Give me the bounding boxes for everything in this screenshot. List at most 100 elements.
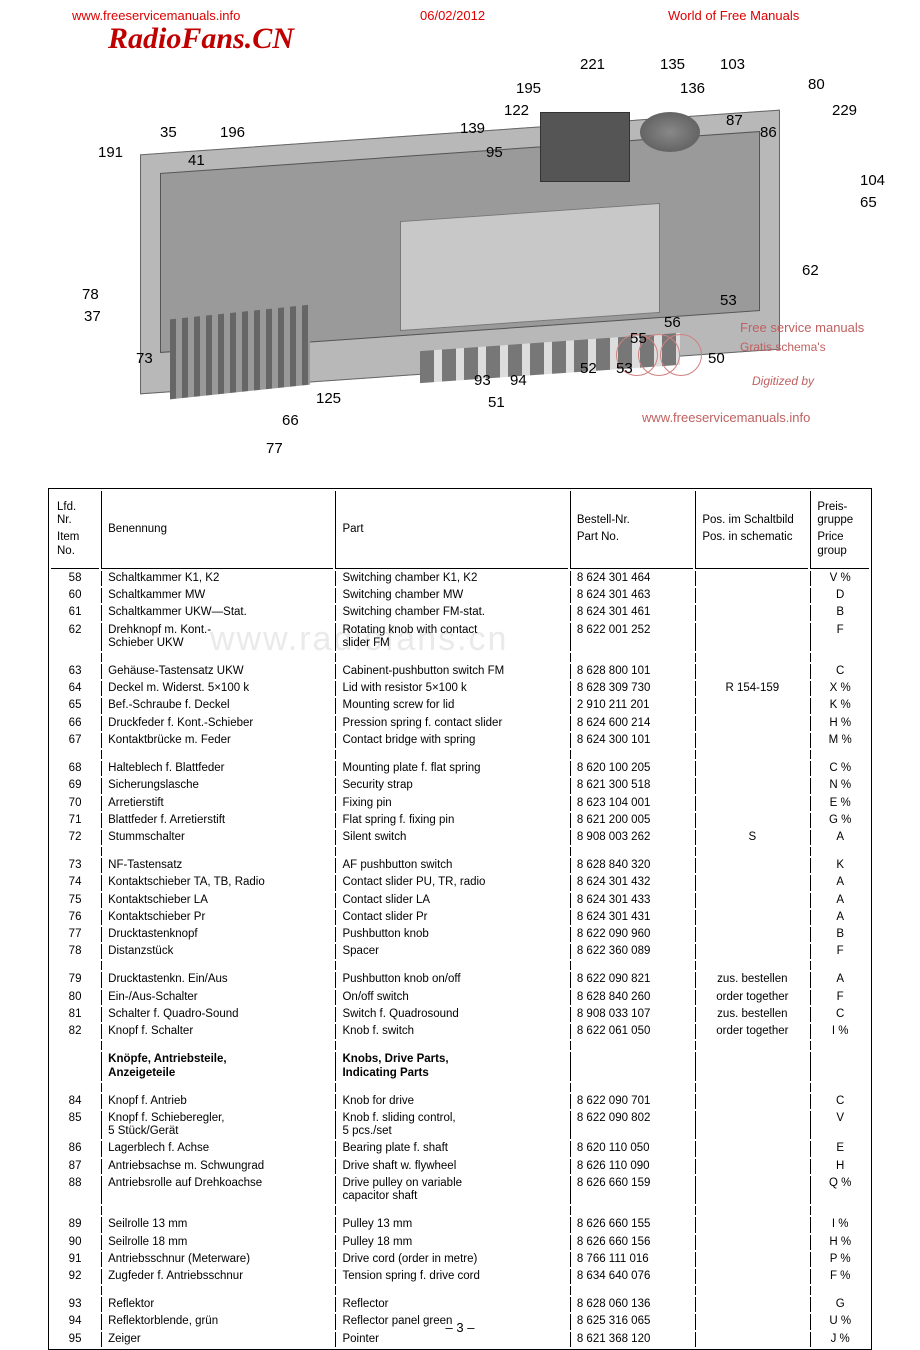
cell-benennung: Bef.-Schraube f. Deckel <box>101 698 333 713</box>
cell-part-no: 2 910 211 201 <box>570 698 694 713</box>
cell-price-group: V % <box>810 571 869 586</box>
cell-item-no: 78 <box>51 944 99 959</box>
table-row: 80Ein-/Aus-SchalterOn/off switch8 628 84… <box>51 990 869 1005</box>
cell-schematic <box>695 796 808 811</box>
cell-schematic <box>695 927 808 942</box>
cell-price-group: F <box>810 623 869 651</box>
cell-price-group: A <box>810 910 869 925</box>
cell-benennung: Knöpfe, Antriebsteile, Anzeigeteile <box>101 1052 333 1080</box>
col-header-benennung: Benennung <box>101 491 333 569</box>
cell-part: Pulley 18 mm <box>335 1235 567 1250</box>
cell-benennung: Knopf f. Antrieb <box>101 1094 333 1109</box>
cell-item-no: 58 <box>51 571 99 586</box>
cell-price-group: E <box>810 1141 869 1156</box>
cell-item-no: 65 <box>51 698 99 713</box>
cell-part: Contact slider Pr <box>335 910 567 925</box>
cell-schematic <box>695 664 808 679</box>
cell-benennung: Kontaktschieber Pr <box>101 910 333 925</box>
cell-part: Security strap <box>335 778 567 793</box>
cell-part: Drive pulley on variable capacitor shaft <box>335 1176 567 1204</box>
cell-schematic <box>695 910 808 925</box>
cell-benennung: Reflektor <box>101 1297 333 1312</box>
cell-price-group: K % <box>810 698 869 713</box>
cell-part: Lid with resistor 5×100 k <box>335 681 567 696</box>
cell-part: Contact slider PU, TR, radio <box>335 875 567 890</box>
col-header-partno: Bestell-Nr. Part No. <box>570 491 694 569</box>
table-row: 78DistanzstückSpacer8 622 360 089F <box>51 944 869 959</box>
cell-part-no: 8 624 301 461 <box>570 605 694 620</box>
table-row: 68Halteblech f. BlattfederMounting plate… <box>51 761 869 776</box>
cell-benennung: Halteblech f. Blattfeder <box>101 761 333 776</box>
table-row: 70ArretierstiftFixing pin8 623 104 001E … <box>51 796 869 811</box>
callout-122: 122 <box>504 102 529 119</box>
cell-schematic: zus. bestellen <box>695 1007 808 1022</box>
cell-schematic: R 154-159 <box>695 681 808 696</box>
cell-benennung: Distanzstück <box>101 944 333 959</box>
cell-item-no: 91 <box>51 1252 99 1267</box>
callout-37: 37 <box>84 308 101 325</box>
col-header-item-no: Lfd. Nr. Item No. <box>51 491 99 569</box>
cell-schematic: S <box>695 830 808 845</box>
cell-part: Tension spring f. drive cord <box>335 1269 567 1284</box>
callout-221: 221 <box>580 56 605 73</box>
cell-schematic <box>695 944 808 959</box>
cell-part-no: 8 621 300 518 <box>570 778 694 793</box>
cell-schematic <box>695 571 808 586</box>
cell-price-group: X % <box>810 681 869 696</box>
cell-schematic <box>695 893 808 908</box>
callout-86: 86 <box>760 124 777 141</box>
cell-price-group: F <box>810 990 869 1005</box>
cell-part-no: 8 626 110 090 <box>570 1159 694 1174</box>
cell-price-group: A <box>810 893 869 908</box>
cell-benennung: NF-Tastensatz <box>101 858 333 873</box>
cell-schematic <box>695 733 808 748</box>
cell-schematic <box>695 698 808 713</box>
cell-benennung: Seilrolle 13 mm <box>101 1217 333 1232</box>
cell-item-no <box>51 1052 99 1080</box>
stamp-line-4: www.freeservicemanuals.info <box>642 410 810 425</box>
cell-part-no: 8 624 300 101 <box>570 733 694 748</box>
brand-watermark: RadioFans.CN <box>108 22 294 56</box>
cell-benennung: Antriebsschnur (Meterware) <box>101 1252 333 1267</box>
cell-item-no: 81 <box>51 1007 99 1022</box>
diagram-heatsink <box>170 305 310 400</box>
cell-benennung: Sicherungslasche <box>101 778 333 793</box>
cell-part-no: 8 908 003 262 <box>570 830 694 845</box>
cell-part: On/off switch <box>335 990 567 1005</box>
callout-95: 95 <box>486 144 503 161</box>
callout-80: 80 <box>808 76 825 93</box>
cell-part: Reflector <box>335 1297 567 1312</box>
callout-195: 195 <box>516 80 541 97</box>
cell-benennung: Lagerblech f. Achse <box>101 1141 333 1156</box>
cell-part-no: 8 628 840 260 <box>570 990 694 1005</box>
cell-part-no: 8 626 660 155 <box>570 1217 694 1232</box>
cell-item-no: 72 <box>51 830 99 845</box>
cell-benennung: Drucktastenknopf <box>101 927 333 942</box>
cell-part: Mounting plate f. flat spring <box>335 761 567 776</box>
cell-part: Knob for drive <box>335 1094 567 1109</box>
cell-item-no: 82 <box>51 1024 99 1039</box>
cell-part-no: 8 623 104 001 <box>570 796 694 811</box>
cell-item-no: 90 <box>51 1235 99 1250</box>
diagram-coil <box>640 112 700 152</box>
cell-benennung: Kontaktschieber LA <box>101 893 333 908</box>
cell-schematic <box>695 1235 808 1250</box>
cell-schematic <box>695 623 808 651</box>
cell-benennung: Drehknopf m. Kont.- Schieber UKW <box>101 623 333 651</box>
cell-part: Rotating knob with contact slider FM <box>335 623 567 651</box>
cell-part-no: 8 626 660 159 <box>570 1176 694 1204</box>
cell-part: Switch f. Quadrosound <box>335 1007 567 1022</box>
table-row: 89Seilrolle 13 mmPulley 13 mm8 626 660 1… <box>51 1217 869 1232</box>
cell-part: Contact bridge with spring <box>335 733 567 748</box>
cell-price-group: P % <box>810 1252 869 1267</box>
cell-part-no: 8 622 090 701 <box>570 1094 694 1109</box>
table-row: 79Drucktastenkn. Ein/AusPushbutton knob … <box>51 972 869 987</box>
table-row: 74Kontaktschieber TA, TB, RadioContact s… <box>51 875 869 890</box>
cell-part: AF pushbutton switch <box>335 858 567 873</box>
cell-part: Contact slider LA <box>335 893 567 908</box>
cell-schematic <box>695 813 808 828</box>
callout-53: 53 <box>720 292 737 309</box>
cell-item-no: 92 <box>51 1269 99 1284</box>
diagram-transformer <box>540 112 630 182</box>
col-header-schematic: Pos. im Schaltbild Pos. in schematic <box>695 491 808 569</box>
